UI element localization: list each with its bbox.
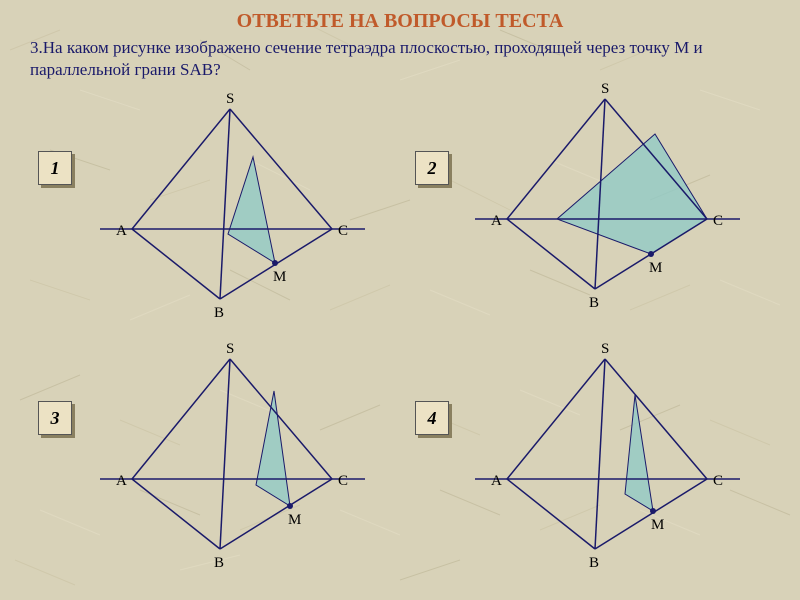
- svg-text:B: B: [214, 305, 224, 319]
- svg-text:S: S: [601, 341, 609, 357]
- option-number-3[interactable]: 3: [38, 401, 72, 435]
- tetra-diagram-4: S A C B M: [465, 339, 755, 569]
- svg-text:M: M: [288, 512, 301, 528]
- option-number-2[interactable]: 2: [415, 151, 449, 185]
- svg-text:C: C: [338, 473, 348, 489]
- option-cell-4: 4 S A C B M: [415, 339, 770, 579]
- svg-text:B: B: [589, 295, 599, 309]
- svg-text:A: A: [116, 223, 127, 239]
- svg-text:A: A: [491, 473, 502, 489]
- svg-text:C: C: [713, 213, 723, 229]
- svg-text:S: S: [226, 91, 234, 107]
- svg-text:S: S: [226, 341, 234, 357]
- option-cell-1: 1 S A C B M: [30, 89, 385, 329]
- svg-text:M: M: [651, 517, 664, 533]
- tetra-diagram-3: S A C B M: [90, 339, 380, 569]
- svg-text:B: B: [589, 555, 599, 569]
- tetra-diagram-2: S A C B M: [465, 79, 755, 309]
- svg-text:B: B: [214, 555, 224, 569]
- options-grid: 1 S A C B M 2 S A C B M 3 S A C B M 4 S A C B M: [30, 89, 770, 579]
- svg-text:M: M: [649, 260, 662, 276]
- svg-text:A: A: [116, 473, 127, 489]
- svg-text:C: C: [713, 473, 723, 489]
- svg-text:C: C: [338, 223, 348, 239]
- page-title: ОТВЕТЬТЕ НА ВОПРОСЫ ТЕСТА: [30, 10, 770, 33]
- svg-text:A: A: [491, 213, 502, 229]
- option-number-1[interactable]: 1: [38, 151, 72, 185]
- option-cell-2: 2 SACBM: [415, 89, 770, 329]
- option-cell-3: 3 S A C B M: [30, 339, 385, 579]
- option-number-4[interactable]: 4: [415, 401, 449, 435]
- svg-text:M: M: [273, 269, 286, 285]
- svg-text:S: S: [601, 81, 609, 97]
- tetra-diagram-1: S A C B M: [90, 89, 380, 319]
- question-text: 3.На каком рисунке изображено сечение те…: [30, 37, 770, 81]
